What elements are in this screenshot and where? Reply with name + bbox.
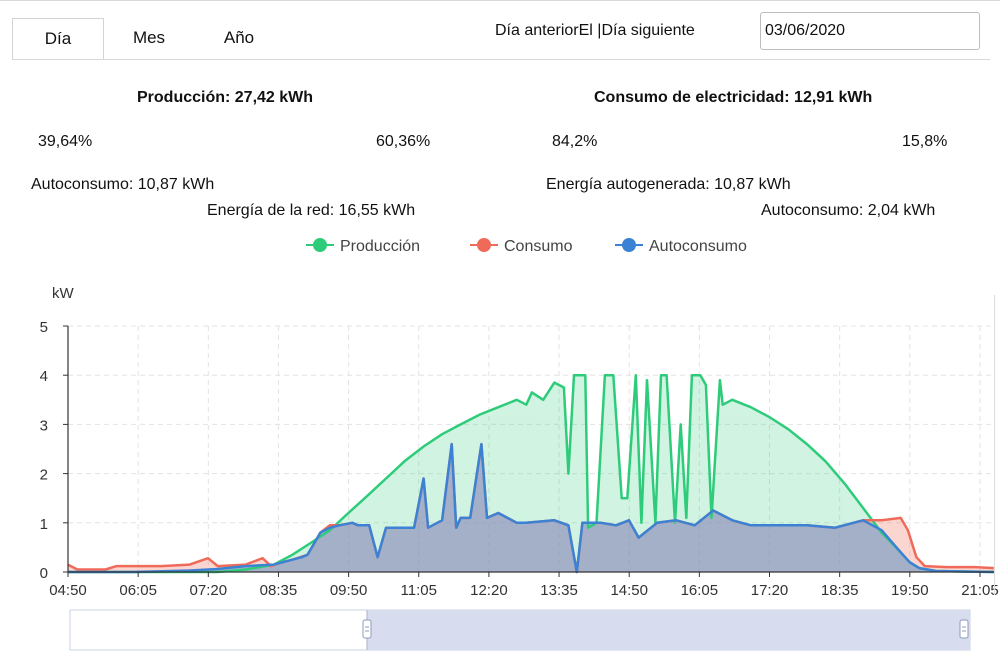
date-input[interactable] — [760, 12, 980, 50]
next-day-link[interactable]: Día siguiente — [601, 22, 695, 39]
x-tick-label: 06:05 — [119, 582, 157, 599]
production-grid-energy: Energía de la red: 16,55 kWh — [207, 202, 416, 219]
x-tick-label: 09:50 — [330, 582, 368, 599]
series-line-producción[interactable] — [67, 373, 994, 574]
y-tick-label: 2 — [40, 467, 48, 484]
top-divider — [0, 0, 1000, 1]
production-total: Producción: 27,42 kWh — [137, 89, 314, 106]
tab-day[interactable]: Día — [12, 18, 104, 60]
y-tick-label: 3 — [40, 417, 48, 434]
zoom-slider[interactable] — [69, 609, 971, 651]
x-tick-label: 19:50 — [891, 582, 929, 599]
y-tick-label: 4 — [40, 368, 48, 385]
legend-marker-autoconsumo — [622, 238, 636, 252]
production-self-consumption: Autoconsumo: 10,87 kWh — [31, 176, 215, 193]
area-autoconsumo — [67, 444, 994, 572]
y-tick-label: 1 — [40, 516, 48, 533]
chart-right-border — [994, 295, 995, 595]
x-tick-label: 11:05 — [401, 582, 437, 599]
series-line-autoconsumo[interactable] — [67, 442, 994, 574]
zoom-handle-left[interactable] — [362, 619, 372, 639]
x-tick-label: 08:35 — [260, 582, 298, 599]
x-tick-label: 21:05 — [961, 582, 999, 599]
chart-lines — [67, 373, 994, 574]
x-tick-label: 13:35 — [540, 582, 578, 599]
x-tick-label: 12:20 — [470, 582, 508, 599]
day-navigation: Día anteriorEl |Día siguiente — [495, 22, 695, 40]
previous-day-link[interactable]: Día anteriorEl — [495, 22, 593, 39]
chart-grid — [68, 325, 994, 572]
y-axis-label: kW — [52, 285, 75, 302]
tab-year[interactable]: Año — [223, 28, 255, 47]
x-tick-label: 04:50 — [49, 582, 87, 599]
y-tick-label: 5 — [40, 319, 48, 336]
consumption-self-generated: Energía autogenerada: 10,87 kWh — [546, 176, 791, 193]
consumption-other-percent: 15,8% — [902, 133, 948, 150]
x-tick-label: 18:35 — [821, 582, 859, 599]
legend-marker-consumo — [477, 238, 491, 252]
power-chart[interactable]: Producción Consumo Autoconsumo kW 0 1 2 3 4 5 04… — [0, 225, 1000, 662]
consumption-total: Consumo de electricidad: 12,91 kWh — [594, 89, 873, 106]
consumption-self-percent: 84,2% — [552, 133, 598, 150]
consumption-self-consumption: Autoconsumo: 2,04 kWh — [761, 202, 936, 219]
x-tick-label: 17:20 — [751, 582, 789, 599]
legend-label-autoconsumo[interactable]: Autoconsumo — [649, 238, 747, 255]
nav-separator: | — [592, 22, 602, 39]
chart-legend: Producción Consumo Autoconsumo — [306, 238, 747, 255]
tab-month[interactable]: Mes — [132, 28, 166, 47]
legend-label-consumo[interactable]: Consumo — [504, 238, 573, 255]
y-tick-label: 0 — [40, 565, 48, 582]
tabs-divider — [12, 59, 990, 60]
zoom-handle-right[interactable] — [959, 619, 969, 639]
period-tabs: Día Mes Año — [12, 18, 284, 60]
production-grid-percent: 60,36% — [376, 133, 431, 150]
chart-areas — [67, 375, 994, 572]
x-tick-label: 07:20 — [190, 582, 228, 599]
production-self-percent: 39,64% — [38, 133, 93, 150]
legend-marker-producción — [313, 238, 327, 252]
x-tick-label: 14:50 — [610, 582, 648, 599]
chart-ticks: 0 1 2 3 4 5 04:50 06:05 07:20 08:35 09:50 11:05 12:2… — [40, 319, 999, 599]
area-producción — [67, 375, 994, 572]
zoom-window[interactable] — [367, 610, 970, 650]
legend-label-producción[interactable]: Producción — [340, 238, 420, 255]
x-tick-label: 16:05 — [681, 582, 719, 599]
